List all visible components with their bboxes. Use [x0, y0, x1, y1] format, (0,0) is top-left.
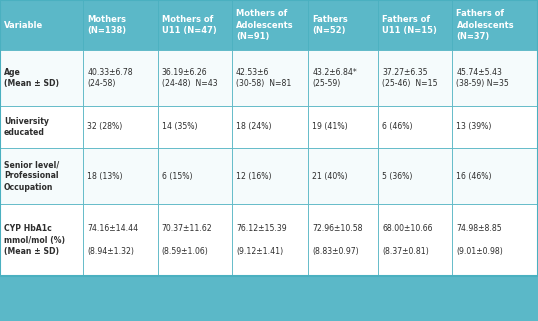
Bar — [83, 50, 158, 106]
Bar — [0, 0, 83, 50]
Bar — [378, 148, 452, 204]
Bar — [452, 106, 538, 148]
Bar — [0, 50, 83, 106]
Bar — [308, 0, 378, 50]
Bar — [83, 106, 158, 148]
Text: 76.12±15.39

(9.12±1.41): 76.12±15.39 (9.12±1.41) — [236, 224, 287, 256]
Text: 43.2±6.84*
(25-59): 43.2±6.84* (25-59) — [312, 68, 357, 88]
Text: 12 (16%): 12 (16%) — [236, 171, 271, 180]
Text: Age
(Mean ± SD): Age (Mean ± SD) — [4, 68, 59, 88]
Text: 68.00±10.66

(8.37±0.81): 68.00±10.66 (8.37±0.81) — [382, 224, 433, 256]
Text: Senior level/
Professional
Occupation: Senior level/ Professional Occupation — [4, 160, 59, 192]
Text: Fathers
(N=52): Fathers (N=52) — [312, 15, 348, 35]
Text: 70.37±11.62

(8.59±1.06): 70.37±11.62 (8.59±1.06) — [161, 224, 213, 256]
Text: 6 (46%): 6 (46%) — [382, 123, 413, 132]
Bar — [158, 106, 232, 148]
Bar — [378, 0, 452, 50]
Bar — [378, 204, 452, 276]
Bar — [308, 204, 378, 276]
Text: 18 (24%): 18 (24%) — [236, 123, 271, 132]
Bar — [83, 204, 158, 276]
Bar — [83, 148, 158, 204]
Text: University
educated: University educated — [4, 117, 49, 137]
Text: 5 (36%): 5 (36%) — [382, 171, 413, 180]
Text: Variable: Variable — [4, 21, 43, 30]
Text: 21 (40%): 21 (40%) — [312, 171, 348, 180]
Bar — [0, 106, 83, 148]
Text: 42.53±6
(30-58)  N=81: 42.53±6 (30-58) N=81 — [236, 68, 291, 88]
Text: Mothers
(N=138): Mothers (N=138) — [87, 15, 126, 35]
Bar — [378, 50, 452, 106]
Bar — [232, 106, 308, 148]
Text: 74.16±14.44

(8.94±1.32): 74.16±14.44 (8.94±1.32) — [87, 224, 138, 256]
Text: 40.33±6.78
(24-58): 40.33±6.78 (24-58) — [87, 68, 133, 88]
Text: 45.74±5.43
(38-59) N=35: 45.74±5.43 (38-59) N=35 — [456, 68, 509, 88]
Bar — [452, 0, 538, 50]
Bar — [452, 50, 538, 106]
Bar — [378, 106, 452, 148]
Text: 72.96±10.58

(8.83±0.97): 72.96±10.58 (8.83±0.97) — [312, 224, 363, 256]
Text: 14 (35%): 14 (35%) — [161, 123, 197, 132]
Text: 13 (39%): 13 (39%) — [456, 123, 492, 132]
Bar — [232, 0, 308, 50]
Bar — [0, 0, 538, 276]
Bar — [232, 148, 308, 204]
Bar — [232, 204, 308, 276]
Text: Fathers of
U11 (N=15): Fathers of U11 (N=15) — [382, 15, 437, 35]
Bar — [452, 148, 538, 204]
Bar — [308, 106, 378, 148]
Text: Fathers of
Adolescents
(N=37): Fathers of Adolescents (N=37) — [456, 9, 514, 41]
Bar — [158, 148, 232, 204]
Bar — [232, 50, 308, 106]
Bar — [308, 148, 378, 204]
Text: 74.98±8.85

(9.01±0.98): 74.98±8.85 (9.01±0.98) — [456, 224, 503, 256]
Text: CYP HbA1c
mmol/mol (%)
(Mean ± SD): CYP HbA1c mmol/mol (%) (Mean ± SD) — [4, 224, 65, 256]
Text: 18 (13%): 18 (13%) — [87, 171, 123, 180]
Bar — [0, 204, 83, 276]
Bar — [0, 148, 83, 204]
Text: 37.27±6.35
(25-46)  N=15: 37.27±6.35 (25-46) N=15 — [382, 68, 438, 88]
Bar — [158, 0, 232, 50]
Bar — [452, 204, 538, 276]
Text: 6 (15%): 6 (15%) — [161, 171, 192, 180]
Bar — [158, 50, 232, 106]
Bar — [158, 204, 232, 276]
Text: Mothers of
Adolescents
(N=91): Mothers of Adolescents (N=91) — [236, 9, 294, 41]
Text: 32 (28%): 32 (28%) — [87, 123, 123, 132]
Text: Mothers of
U11 (N=47): Mothers of U11 (N=47) — [161, 15, 216, 35]
Text: 16 (46%): 16 (46%) — [456, 171, 492, 180]
Text: 36.19±6.26
(24-48)  N=43: 36.19±6.26 (24-48) N=43 — [161, 68, 217, 88]
Bar — [308, 50, 378, 106]
Text: 19 (41%): 19 (41%) — [312, 123, 348, 132]
Bar — [83, 0, 158, 50]
